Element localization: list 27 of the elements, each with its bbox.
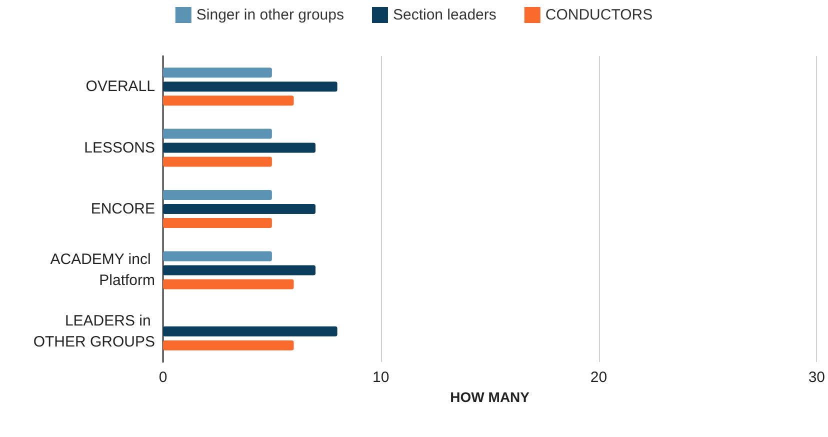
bar [163,279,294,290]
bar [163,340,294,350]
legend-label: Section leaders [392,6,496,24]
bar [163,142,316,153]
x-tick-label: 0 [158,369,168,386]
bar [163,156,272,167]
bar [163,326,338,336]
y-tick-label: LESSONS [84,139,155,156]
bar [163,251,272,262]
legend-label: CONDUCTORS [545,6,653,24]
y-tick-label: ACADEMY incl Platform [50,251,155,290]
y-tick-label: ENCORE [90,200,155,218]
bar [163,68,272,78]
x-tick-label: 20 [590,369,608,386]
x-tick-label: 30 [808,369,825,386]
x-tick-label: 10 [372,369,390,386]
bar [163,218,272,228]
y-tick-label: LEADERS in OTHER GROUPS [33,312,155,350]
bar [163,82,338,92]
legend-label: Singer in other groups [196,6,344,24]
bar [163,204,316,214]
bar [163,265,316,276]
y-tick-label: OVERALL [86,78,155,96]
bar [163,128,272,139]
bar [163,190,272,200]
x-axis-title: HOW MANY [450,389,530,405]
bar [163,96,294,106]
